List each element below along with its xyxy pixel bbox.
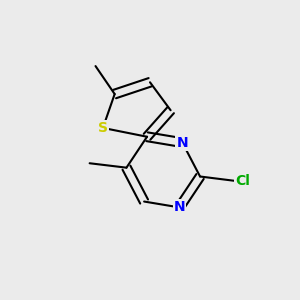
Text: Cl: Cl [236,174,250,188]
Text: N: N [174,200,185,214]
Text: S: S [98,121,108,135]
Text: N: N [177,136,188,150]
